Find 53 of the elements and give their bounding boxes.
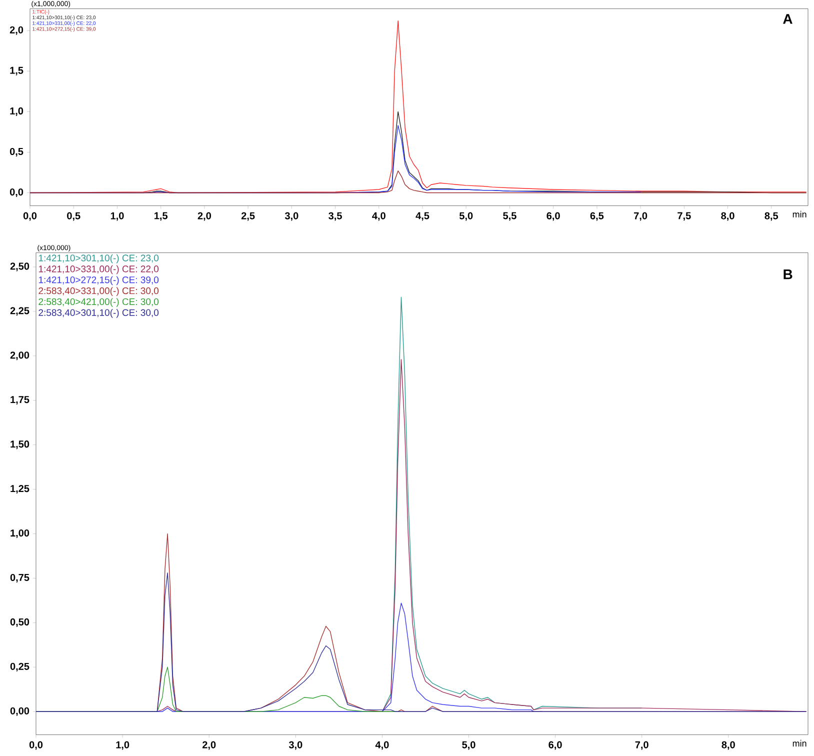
y-tick-label: 0,5	[10, 148, 24, 157]
x-tick-label: 0,5	[67, 212, 80, 221]
x-tick-label: 2,0	[198, 212, 211, 221]
text: B	[784, 270, 792, 280]
x-tick-label: 0,0	[23, 212, 37, 221]
text: 1:421,10>272,15(-) CE: 39,0	[38, 276, 159, 286]
x-tick-label: 1,5	[154, 212, 168, 221]
x-tick-label: 4,5	[416, 212, 430, 221]
x-tick-label: 5,0	[462, 741, 476, 750]
x-tick-label: 5,0	[459, 212, 473, 221]
x-tick-label: 5,5	[503, 212, 516, 221]
y-tick-label: 0,50	[10, 618, 30, 628]
y-tick-label: 2,0	[10, 26, 24, 36]
x-tick-label: 1,0	[116, 741, 130, 750]
x-tick-label: 3,5	[328, 212, 342, 221]
x-tick-label: 8,0	[722, 741, 735, 750]
x-tick-label: 2,5	[241, 212, 255, 221]
x-axis-title: min	[792, 740, 806, 747]
text: 1:421,10>331,00(-) CE: 22,0	[38, 265, 159, 274]
x-tick-label: 7,5	[678, 212, 691, 221]
y-tick-label: 2,25	[10, 307, 30, 316]
x-tick-label: 8,0	[721, 212, 734, 221]
x-tick-label: 6,0	[546, 212, 560, 221]
x-tick-label: 4,0	[372, 212, 386, 221]
y-tick-label: 0,25	[10, 663, 30, 672]
text: 2:583,40>421,00(-) CE: 30,0	[38, 298, 159, 308]
text: 2:583,40>301,10(-) CE: 30,0	[38, 309, 159, 318]
y-tick-label: 2,00	[10, 352, 30, 360]
y-tick-label: 0,0	[10, 188, 24, 198]
x-tick-label: 2,0	[202, 741, 216, 750]
x-tick-label: 3,0	[284, 212, 298, 221]
y-tick-label: 1,50	[10, 440, 30, 450]
x-tick-label: 8,5	[764, 212, 778, 221]
x-tick-label: 7,0	[634, 212, 648, 221]
y-tick-label: 1,00	[10, 530, 30, 538]
y-tick-label: 2,50	[10, 262, 30, 272]
x-tick-label: 1,0	[110, 212, 124, 221]
y-tick-label: 1,5	[10, 67, 24, 76]
x-tick-label: 6,0	[548, 741, 562, 750]
x-tick-label: 7,0	[635, 741, 648, 750]
y-tick-label: 0,00	[10, 707, 30, 716]
x-tick-label: 6,5	[590, 212, 604, 221]
y-tick-label: 1,25	[10, 485, 30, 494]
y-tick-label: 1,0	[10, 108, 24, 116]
text: 2:583,40>331,00(-) CE: 30,0	[38, 287, 159, 296]
x-tick-label: 0,0	[29, 741, 43, 750]
x-axis-title: min	[792, 211, 806, 218]
chart-title: A	[783, 14, 792, 24]
x-tick-label: 4,0	[375, 741, 389, 750]
y-tick-label: 0,75	[10, 574, 30, 583]
x-tick-label: 3,0	[288, 741, 302, 750]
y-tick-label: 1,75	[10, 396, 30, 405]
text: 1:421,10>301,10(-) CE: 23,0	[38, 254, 159, 264]
